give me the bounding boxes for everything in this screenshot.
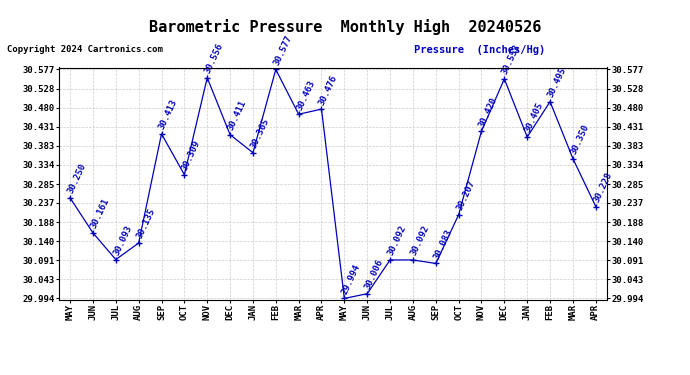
Text: 30.365: 30.365 [249, 117, 270, 150]
Text: 30.092: 30.092 [386, 224, 408, 257]
Text: 30.309: 30.309 [180, 139, 202, 172]
Text: 30.495: 30.495 [546, 66, 568, 99]
Text: 30.228: 30.228 [592, 171, 613, 204]
Text: Pressure  (Inches/Hg): Pressure (Inches/Hg) [414, 45, 545, 55]
Text: 30.006: 30.006 [363, 258, 385, 291]
Text: 30.405: 30.405 [523, 101, 545, 134]
Text: 30.463: 30.463 [295, 78, 317, 111]
Text: 30.161: 30.161 [89, 197, 110, 230]
Text: Barometric Pressure  Monthly High  20240526: Barometric Pressure Monthly High 2024052… [149, 19, 541, 35]
Text: 30.207: 30.207 [455, 179, 476, 212]
Text: 30.556: 30.556 [204, 42, 225, 75]
Text: 29.994: 29.994 [340, 262, 362, 296]
Text: 30.092: 30.092 [409, 224, 431, 257]
Text: 30.135: 30.135 [135, 207, 157, 240]
Text: 30.577: 30.577 [272, 34, 293, 67]
Text: 30.411: 30.411 [226, 99, 248, 132]
Text: 30.250: 30.250 [66, 162, 88, 195]
Text: 30.083: 30.083 [432, 228, 453, 261]
Text: 30.553: 30.553 [500, 43, 522, 76]
Text: 30.476: 30.476 [317, 74, 339, 106]
Text: Copyright 2024 Cartronics.com: Copyright 2024 Cartronics.com [7, 45, 163, 54]
Text: 30.093: 30.093 [112, 224, 134, 257]
Text: 30.350: 30.350 [569, 123, 591, 156]
Text: 30.413: 30.413 [157, 98, 179, 131]
Text: 30.420: 30.420 [477, 95, 500, 128]
